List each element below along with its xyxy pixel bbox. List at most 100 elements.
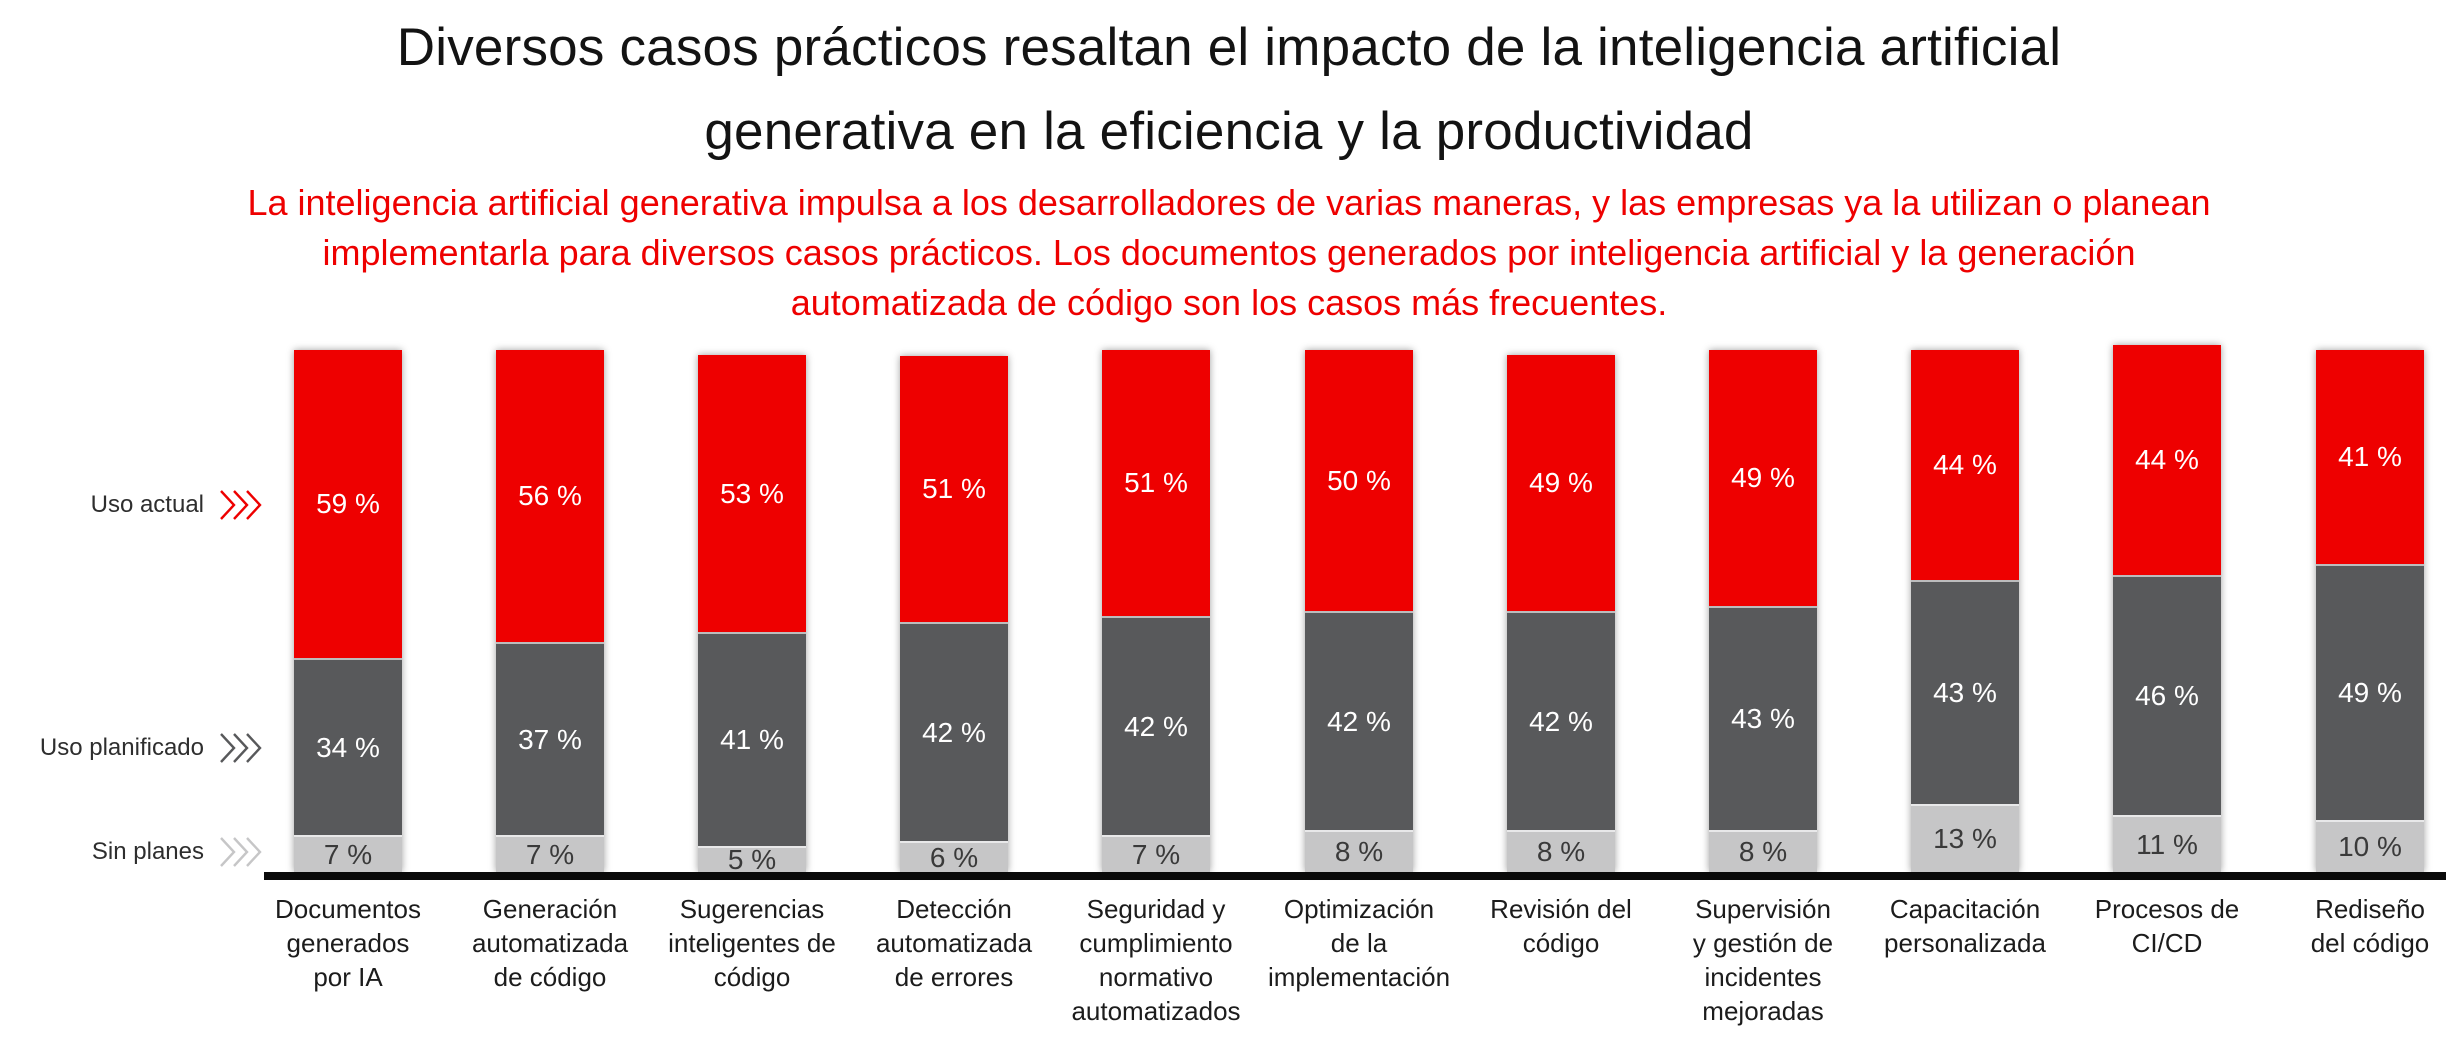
value-label: 10 % [2338,831,2402,862]
bar-column: 49 % 42 % 8 % [1507,355,1615,872]
value-label: 49 % [1731,462,1795,493]
value-label: 42 % [1529,705,1593,737]
category-label: Seguridad y cumplimiento normativo automati… [1071,894,1241,1026]
bar-column: 59 % 34 % 7 % [294,350,402,872]
legend-label-uso-actual: Uso actual [90,491,204,518]
segment-uso-planificado: 46 % [2113,575,2221,815]
value-label: 8 % [1536,836,1586,867]
legend-row-sin-planes: Sin planes [92,834,262,870]
bar-column: 51 % 42 % 7 % [1102,350,1210,872]
value-label: 13 % [1933,823,1997,854]
value-label: 43 % [1731,703,1795,734]
segment-uso-planificado: 37 % [496,642,604,835]
legend-label-sin-planes: Sin planes [91,838,204,865]
value-label: 8 % [1334,836,1384,867]
segment-uso-planificado: 42 % [1102,616,1210,835]
segment-uso-actual: 49 % [1709,350,1817,606]
subtitle-line: La inteligencia artificial generativa im… [247,182,2211,223]
segment-uso-planificado: 49 % [2316,564,2424,820]
x-axis-line [264,872,2446,880]
segment-sin-planes: 5 % [698,844,806,875]
triple-chevron-icon [220,490,262,520]
segment-sin-planes: 11 % [2113,815,2221,872]
value-label: 43 % [1933,677,1997,708]
value-label: 5 % [727,844,777,875]
segment-uso-actual: 49 % [1507,355,1615,611]
segment-uso-actual: 53 % [698,355,806,632]
segment-uso-planificado: 34 % [294,658,402,835]
segment-uso-planificado: 42 % [1305,611,1413,830]
bar-column: 56 % 37 % 7 % [496,350,604,872]
bar-column: 49 % 43 % 8 % [1709,350,1817,872]
category-label: Supervisión y gestión de incidentes mejorad… [1692,894,1834,1026]
value-label: 51 % [1124,467,1188,498]
value-label: 56 % [518,480,582,511]
bar-column: 41 % 49 % 10 % [2316,350,2424,872]
value-label: 51 % [922,473,986,504]
value-label: 53 % [720,477,784,509]
bar-column: 44 % 43 % 13 % [1911,350,2019,872]
segment-uso-actual: 59 % [294,350,402,658]
subtitle-line: automatizada de código son los casos más… [790,282,1668,323]
value-label: 7 % [323,838,373,870]
legend-row-uso-planificado: Uso planificado [40,730,262,766]
category-label: Procesos de CI/CD [2094,894,2240,958]
segment-sin-planes: 8 % [1709,830,1817,872]
segment-uso-actual: 44 % [1911,350,2019,580]
category-label: Detección automatizada de errores [875,894,1033,992]
value-label: 46 % [2135,680,2199,711]
value-label: 7 % [1131,838,1181,870]
bar-column: 50 % 42 % 8 % [1305,350,1413,872]
title-line: Diversos casos prácticos resaltan el imp… [396,18,2062,77]
value-label: 6 % [929,841,979,873]
segment-sin-planes: 7 % [1102,835,1210,872]
value-label: 41 % [720,724,784,755]
triple-chevron-icon [220,837,262,867]
category-label: Revisión del código [1490,894,1632,958]
value-label: 34 % [316,731,380,763]
value-label: 41 % [2338,441,2402,472]
segment-sin-planes: 7 % [294,835,402,872]
value-label: 44 % [2135,444,2199,475]
category-label: Sugerencias inteligentes de código [668,894,836,992]
segment-uso-actual: 44 % [2113,345,2221,575]
legend-row-uso-actual: Uso actual [91,487,262,523]
segment-uso-planificado: 42 % [900,622,1008,841]
segment-uso-planificado: 41 % [698,632,806,846]
value-label: 42 % [1327,705,1391,737]
value-label: 42 % [922,716,986,748]
bar-column: 51 % 42 % 6 % [900,356,1008,872]
segment-uso-actual: 56 % [496,350,604,642]
segment-sin-planes: 8 % [1507,830,1615,872]
segment-uso-planificado: 42 % [1507,611,1615,830]
category-label: Optimización de la implementación [1267,894,1451,992]
value-label: 11 % [2136,828,2198,860]
value-label: 44 % [1933,449,1997,480]
category-label: Documentos generados por IA [275,894,421,992]
category-label: Rediseño del código [2310,894,2430,958]
segment-sin-planes: 7 % [496,835,604,872]
legend-label-uso-planificado: Uso planificado [39,734,204,761]
segment-uso-planificado: 43 % [1709,606,1817,830]
segment-uso-actual: 41 % [2316,350,2424,564]
category-label: Capacitación personalizada [1884,894,2046,958]
page-title: Diversos casos prácticos resaltan el imp… [0,6,2458,174]
value-label: 49 % [2338,677,2402,708]
title-line: generativa en la eficiencia y la product… [704,102,1754,161]
value-label: 37 % [518,723,582,755]
bar-column: 53 % 41 % 5 % [698,355,806,875]
value-label: 49 % [1529,467,1593,498]
segment-uso-actual: 51 % [900,356,1008,622]
subtitle-line: implementarla para diversos casos prácti… [322,232,2136,273]
value-label: 59 % [316,488,380,519]
page-subtitle: La inteligencia artificial generativa im… [0,178,2458,328]
category-label: Generación automatizada de código [471,894,629,992]
segment-sin-planes: 13 % [1911,804,2019,872]
bar-column: 44 % 46 % 11 % [2113,345,2221,872]
segment-uso-actual: 51 % [1102,350,1210,616]
value-label: 7 % [525,838,575,870]
value-label: 8 % [1738,836,1788,867]
value-label: 42 % [1124,710,1188,742]
